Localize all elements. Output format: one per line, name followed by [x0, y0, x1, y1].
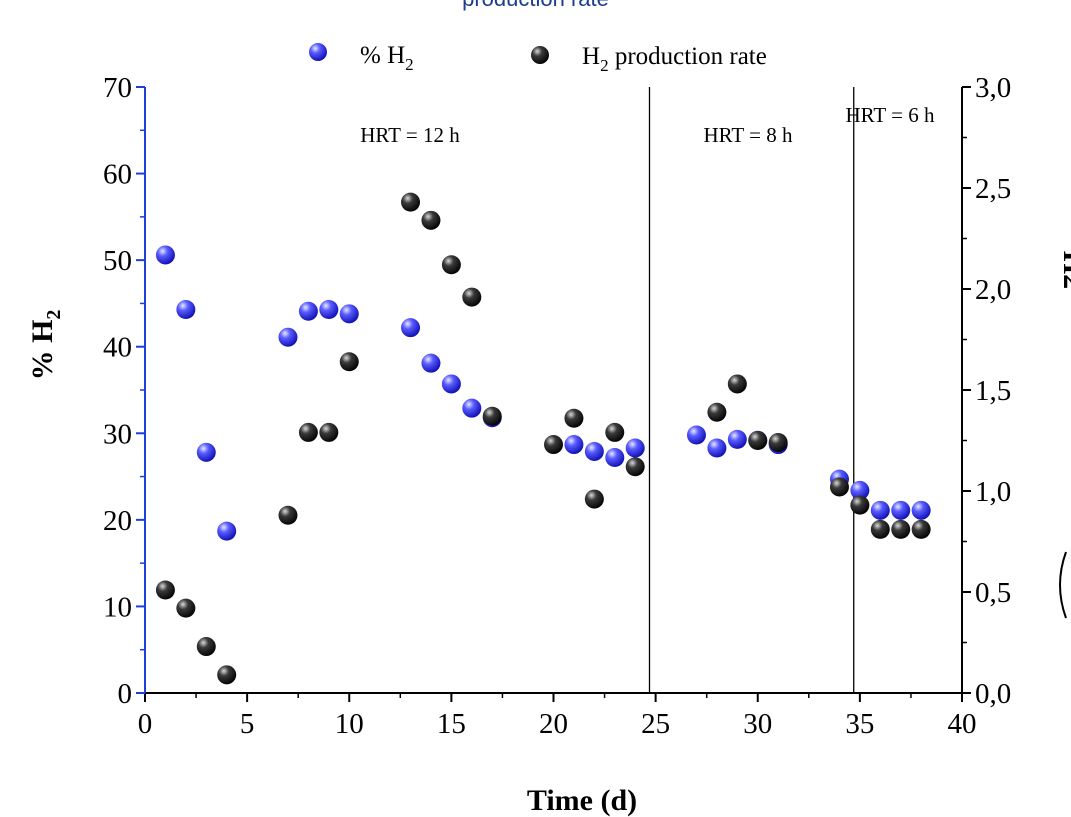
point-h2-percent [421, 353, 441, 373]
point-h2-percent [870, 500, 890, 520]
point-production-rate [401, 192, 421, 212]
y-right-tick-label: 0,5 [975, 577, 1011, 609]
point-production-rate [155, 580, 175, 600]
x-tick-label: 25 [641, 708, 670, 740]
point-production-rate [564, 408, 584, 428]
point-production-rate [217, 665, 237, 685]
x-tick-label: 20 [539, 708, 568, 740]
point-production-rate [829, 477, 849, 497]
point-h2-percent [911, 500, 931, 520]
point-production-rate [421, 210, 441, 230]
point-h2-percent [298, 301, 318, 321]
x-axis-label: Time (d) [527, 784, 637, 817]
x-tick-label: 40 [948, 708, 977, 740]
y-left-tick-label: 40 [103, 332, 132, 364]
y-left-tick-label: 50 [103, 245, 132, 277]
y-left-tick-label: 70 [103, 72, 132, 104]
y-left-tick-label: 30 [103, 418, 132, 450]
legend-label-h2-percent: % H2 [360, 42, 414, 74]
y-left-tick-label: 10 [103, 591, 132, 623]
point-production-rate [727, 374, 747, 394]
point-h2-percent [707, 438, 727, 458]
legend: % H2 H2 production rate [309, 42, 767, 75]
point-production-rate [462, 287, 482, 307]
point-h2-percent [319, 299, 339, 319]
point-production-rate [544, 435, 563, 455]
annotation-hrt-12: HRT = 12 h [360, 123, 460, 147]
x-tick-label: 30 [743, 708, 772, 740]
point-h2-percent [727, 429, 747, 449]
y-left-tick-label: 60 [103, 159, 132, 191]
legend-marker-h2-percent [309, 43, 327, 61]
point-h2-percent [605, 448, 625, 468]
point-production-rate [748, 431, 768, 450]
y-axis-left-label: % H2 [26, 310, 65, 381]
point-h2-percent [176, 299, 196, 319]
point-h2-percent [441, 374, 461, 394]
point-production-rate [176, 598, 196, 618]
x-tick-label: 35 [845, 708, 874, 740]
annotation-hrt-8: HRT = 8 h [704, 123, 793, 147]
point-production-rate [707, 402, 727, 422]
y-right-tick-label: 1,5 [975, 375, 1011, 407]
point-production-rate [911, 519, 931, 539]
point-production-rate [298, 422, 318, 442]
x-tick-label: 15 [437, 708, 466, 740]
point-h2-percent [401, 318, 421, 338]
y-right-tick-label: 2,0 [975, 274, 1011, 306]
ticks-layer: 0 5 10 15 20 25 30 35 40 0 10 20 30 40 50 60 70 0,0 0,5 1,0… [103, 72, 1011, 740]
point-production-rate [196, 637, 216, 657]
y-left-tick-label: 0 [118, 678, 133, 710]
point-h2-percent [686, 425, 706, 445]
point-h2-percent [217, 521, 237, 541]
point-production-rate [850, 495, 870, 515]
point-production-rate [768, 433, 788, 453]
hrt-dividers [648, 87, 855, 693]
point-h2-percent [584, 441, 604, 461]
points-layer [155, 192, 931, 685]
point-production-rate [625, 457, 645, 477]
y-axis-right-label-partial: H2 [1057, 251, 1071, 289]
y-right-tick-label: 2,5 [975, 173, 1011, 205]
point-h2-percent [339, 304, 359, 324]
point-h2-percent [278, 327, 298, 347]
point-production-rate [891, 519, 911, 539]
point-h2-percent [625, 438, 645, 458]
legend-label-production-rate: H2 production rate [582, 43, 767, 75]
point-production-rate [441, 255, 461, 275]
y-right-tick-label: 0,0 [975, 678, 1011, 710]
y-axis-right-label-partial-paren [1059, 551, 1067, 619]
x-tick-label: 0 [138, 708, 153, 740]
point-h2-percent [196, 442, 216, 462]
point-production-rate [870, 519, 890, 539]
annotation-hrt-6: HRT = 6 h [846, 103, 935, 127]
point-h2-percent [891, 500, 911, 520]
x-tick-label: 5 [240, 708, 255, 740]
point-production-rate [482, 406, 502, 426]
point-production-rate [584, 489, 604, 509]
y-left-tick-label: 20 [103, 505, 132, 537]
y-right-tick-label: 1,0 [975, 476, 1011, 508]
point-production-rate [278, 505, 298, 525]
point-h2-percent [462, 398, 482, 418]
point-h2-percent [564, 435, 584, 455]
point-production-rate [339, 352, 359, 372]
point-production-rate [319, 422, 339, 442]
y-right-tick-label: 3,0 [975, 72, 1011, 104]
legend-marker-production-rate [531, 46, 549, 64]
top-caption: production rate [0, 0, 1071, 12]
point-production-rate [605, 422, 625, 442]
point-h2-percent [850, 480, 870, 500]
point-h2-percent [155, 245, 175, 265]
x-tick-label: 10 [335, 708, 364, 740]
